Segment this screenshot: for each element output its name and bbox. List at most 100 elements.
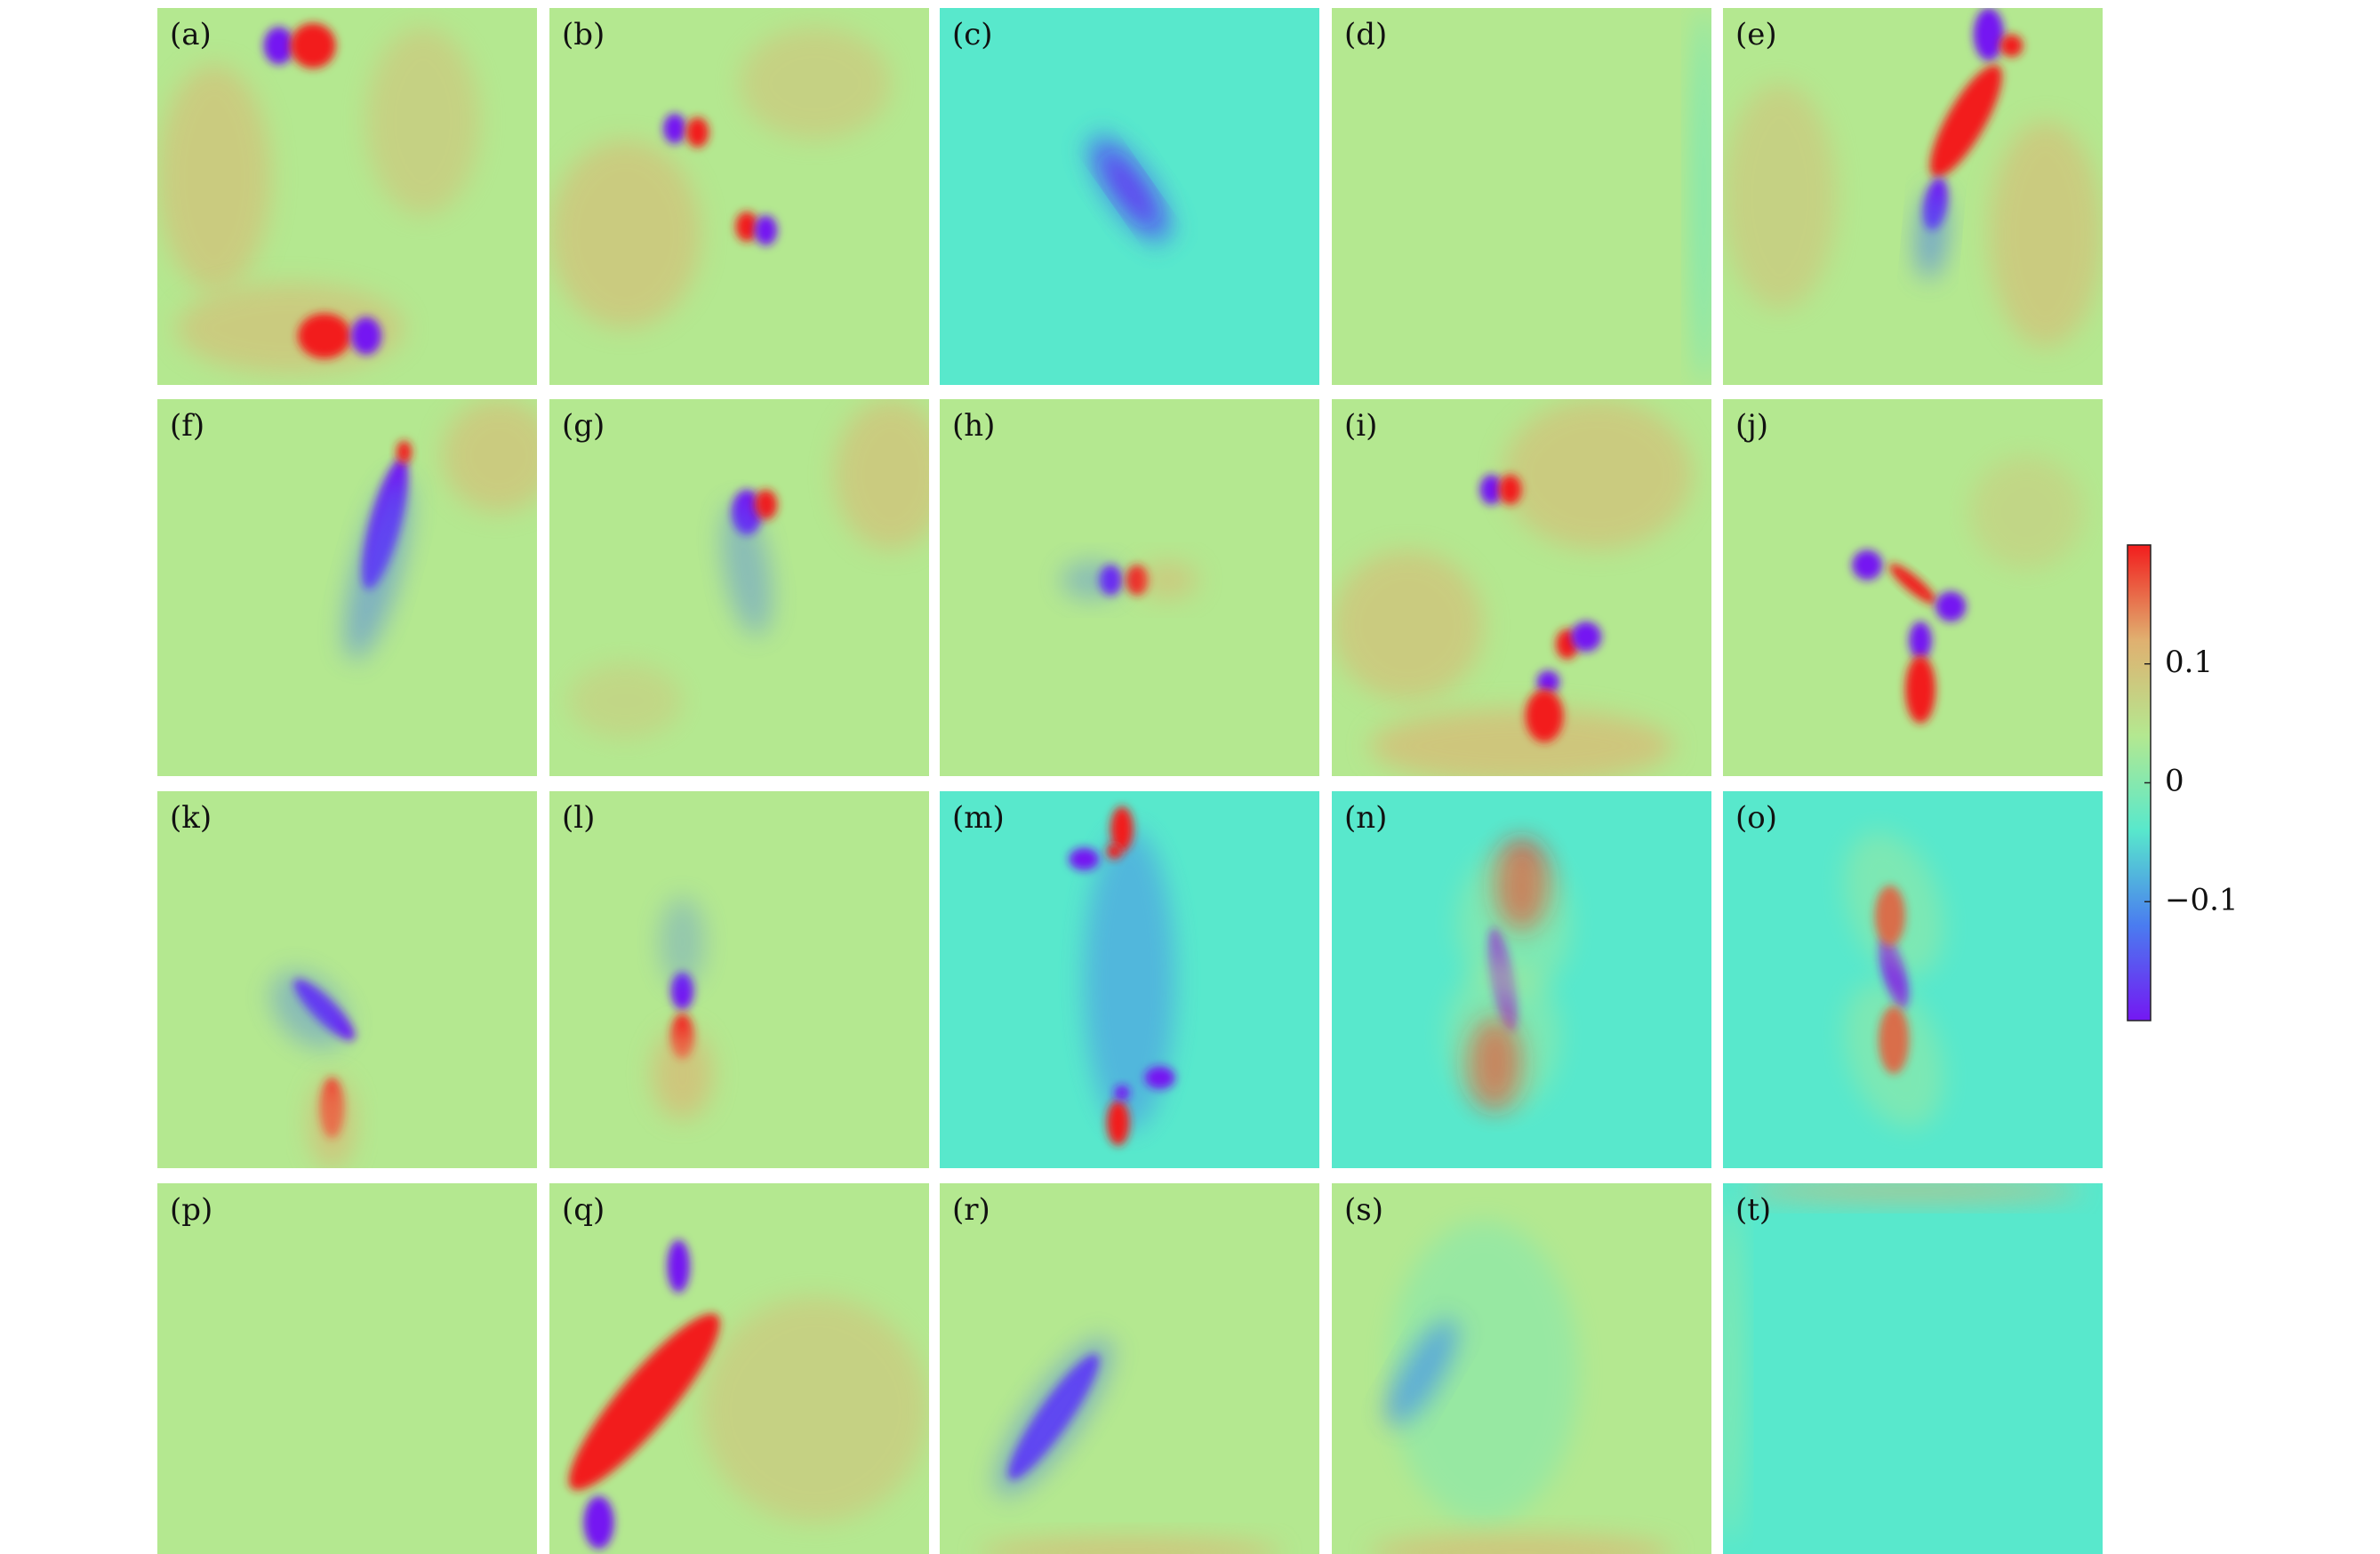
field-blob — [1061, 561, 1122, 599]
panel-label: (c) — [952, 17, 993, 52]
field-blob — [667, 1239, 690, 1293]
panel: (a) — [157, 8, 537, 385]
field-blob — [1144, 1066, 1175, 1089]
field-blob — [1110, 805, 1134, 852]
panel-background — [157, 1183, 537, 1554]
field-blob — [1369, 1534, 1674, 1554]
field-blob — [659, 896, 706, 988]
field-blob — [1909, 621, 1932, 660]
panel-label: (o) — [1735, 800, 1777, 836]
field-blob — [1723, 1202, 1743, 1542]
field-blob — [1446, 960, 1560, 1112]
panel-label: (j) — [1735, 408, 1768, 444]
field-blob — [1106, 1100, 1130, 1146]
panel-label: (h) — [952, 408, 995, 444]
field-blob — [663, 113, 686, 144]
field-blob — [1479, 474, 1503, 505]
field-blob — [1973, 8, 2004, 61]
panel-field — [940, 8, 1319, 385]
panel: (l) — [549, 791, 929, 1168]
field-blob — [583, 1495, 614, 1550]
panel-field — [940, 1183, 1319, 1554]
field-blob — [397, 440, 413, 464]
field-blob — [1137, 561, 1198, 599]
panel-label: (n) — [1344, 800, 1387, 836]
panel: (k) — [157, 791, 537, 1168]
field-blob — [754, 215, 778, 246]
panel-field — [1723, 8, 2103, 385]
panel-background — [1332, 8, 1711, 385]
panel-label: (g) — [562, 408, 605, 444]
field-blob — [270, 971, 349, 1049]
panel-label: (m) — [952, 800, 1005, 836]
field-blob — [1999, 34, 2023, 58]
colorbar-tick-label: −0.1 — [2165, 882, 2239, 917]
panel: (t) — [1723, 1183, 2103, 1554]
panel-field — [549, 791, 929, 1168]
panel-field — [157, 399, 537, 776]
field-blob — [297, 313, 351, 359]
panel: (d) — [1332, 8, 1711, 385]
field-blob — [1888, 563, 1937, 605]
field-blob — [977, 1537, 1282, 1554]
field-blob — [1389, 1221, 1579, 1523]
field-blob — [290, 22, 336, 68]
field-blob — [739, 27, 892, 140]
panel-background — [1723, 1183, 2103, 1554]
panel: (g) — [549, 399, 929, 776]
field-blob — [1904, 655, 1936, 724]
panel-field — [1332, 8, 1711, 385]
panel: (i) — [1332, 399, 1711, 776]
panel: (r) — [940, 1183, 1319, 1554]
field-blob — [1969, 455, 2084, 569]
panel-field — [157, 8, 537, 385]
field-blob — [1935, 591, 1967, 622]
panel-label: (e) — [1735, 17, 1777, 52]
field-blob — [1498, 474, 1522, 505]
field-blob — [1988, 121, 2103, 348]
panel-label: (f) — [170, 408, 204, 444]
panel-label: (q) — [562, 1192, 605, 1228]
panel-label: (l) — [562, 800, 595, 836]
field-blob — [568, 1313, 720, 1491]
panel-label: (d) — [1344, 17, 1387, 52]
panel-label: (s) — [1344, 1192, 1383, 1228]
panel-label: (p) — [170, 1192, 212, 1228]
field-blob — [1843, 982, 1944, 1128]
panel-field — [1723, 399, 2103, 776]
field-blob — [1843, 831, 1944, 977]
panel-label: (b) — [562, 17, 605, 52]
field-blob — [1106, 844, 1122, 860]
field-blob — [1723, 83, 1838, 310]
panel: (m) — [940, 791, 1319, 1168]
panel: (c) — [940, 8, 1319, 385]
panel-field — [1332, 399, 1711, 776]
field-blob — [1084, 829, 1175, 1131]
panel-field — [1332, 1183, 1711, 1554]
field-blob — [834, 399, 929, 550]
field-blob — [1456, 847, 1572, 999]
panel: (j) — [1723, 399, 2103, 776]
field-blob — [157, 64, 272, 291]
panel: (q) — [549, 1183, 929, 1554]
panel-field — [549, 1183, 929, 1554]
panel-field — [1723, 1183, 2103, 1554]
panel-field — [940, 399, 1319, 776]
field-blob — [995, 1338, 1112, 1496]
field-blob — [1503, 399, 1693, 550]
field-blob — [1069, 847, 1100, 871]
field-blob — [1692, 8, 1711, 385]
field-blob — [1102, 151, 1158, 227]
field-blob — [1525, 689, 1564, 742]
field-blob — [721, 501, 773, 637]
panel-label: (t) — [1735, 1192, 1771, 1228]
field-blob — [309, 1077, 356, 1168]
panel-field — [549, 399, 929, 776]
field-blob — [1916, 188, 1948, 280]
field-blob — [1114, 1085, 1130, 1101]
field-blob — [365, 27, 480, 216]
field-blob — [1332, 549, 1484, 701]
field-blob — [263, 27, 294, 65]
